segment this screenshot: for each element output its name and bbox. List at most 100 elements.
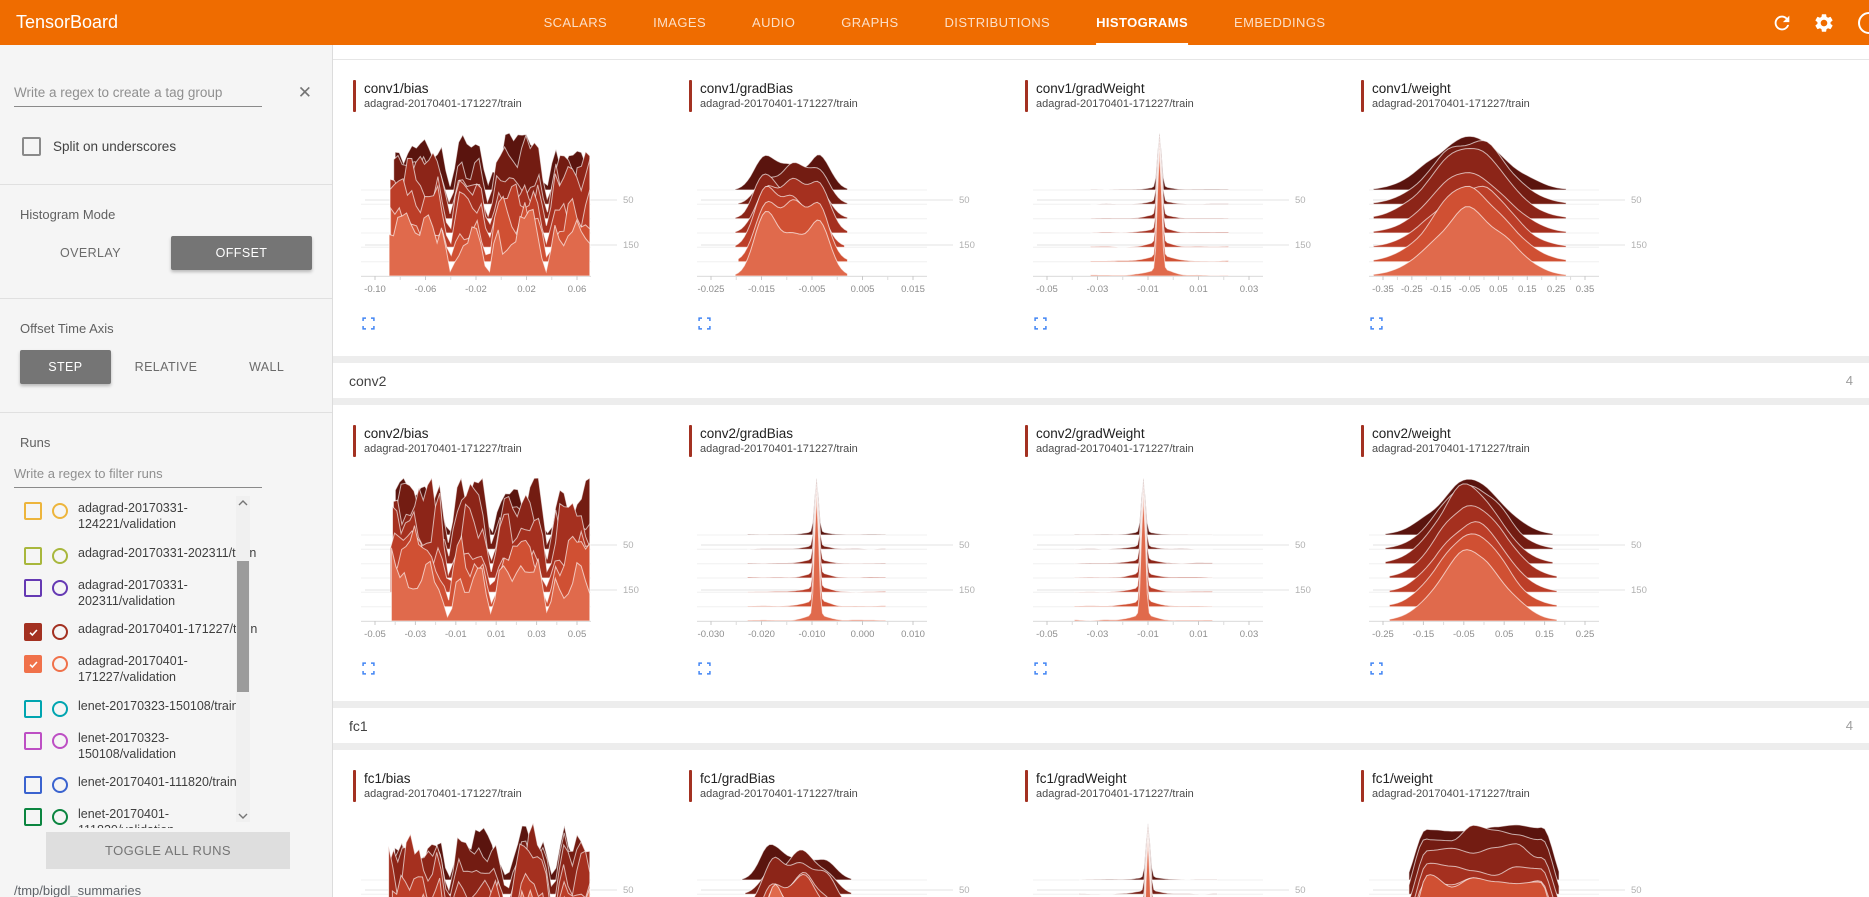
histogram-chart[interactable]: 50 150 -0.05 -0.03 -0.01 0.01 0.03 0.05 <box>361 473 653 647</box>
svg-text:0.010: 0.010 <box>901 629 925 640</box>
run-color-circle[interactable] <box>52 624 68 640</box>
group-header-fc1[interactable]: fc1 4 <box>333 708 1869 743</box>
settings-icon[interactable] <box>1813 12 1835 34</box>
histogram-chart[interactable]: 50 150 -0.025 -0.015 -0.005 0.005 0.015 <box>697 128 989 302</box>
scroll-down-icon[interactable] <box>236 809 250 822</box>
offset-time-axis-relative-button[interactable]: RELATIVE <box>121 350 212 384</box>
run-item[interactable]: adagrad-20170331-202311/validation <box>24 571 332 616</box>
run-item[interactable]: adagrad-20170401-171227/validation <box>24 647 332 692</box>
histogram-chart[interactable]: 50 150 -0.05 -0.03 -0.01 0.01 0.03 <box>1033 128 1325 302</box>
run-checkbox[interactable] <box>24 776 42 794</box>
offset-time-axis-step-button[interactable]: STEP <box>20 350 111 384</box>
run-color-marker <box>1025 425 1028 457</box>
tab-audio[interactable]: AUDIO <box>752 15 796 30</box>
tab-graphs[interactable]: GRAPHS <box>841 15 899 30</box>
svg-text:50: 50 <box>959 540 970 551</box>
toggle-all-runs-button[interactable]: TOGGLE ALL RUNS <box>46 832 290 869</box>
run-color-marker <box>1361 80 1364 112</box>
expand-icon[interactable] <box>1369 316 1385 332</box>
svg-text:0.015: 0.015 <box>901 284 925 295</box>
expand-icon[interactable] <box>361 316 377 332</box>
run-item[interactable]: lenet-20170323-150108/validation <box>24 724 332 769</box>
svg-text:0.01: 0.01 <box>1189 629 1208 640</box>
tab-embeddings[interactable]: EMBEDDINGS <box>1234 15 1326 30</box>
card-header: conv2/bias adagrad-20170401-171227/train <box>353 425 689 457</box>
histogram-mode-offset-button[interactable]: OFFSET <box>171 236 312 270</box>
histogram-chart[interactable]: 50 150 -0.25 -0.15 -0.05 0.05 0.15 0.25 <box>1369 473 1661 647</box>
svg-text:0.03: 0.03 <box>1240 284 1259 295</box>
tag-filter-input[interactable] <box>14 81 262 107</box>
run-color-marker <box>353 770 356 802</box>
histogram-mode-overlay-button[interactable]: OVERLAY <box>20 236 161 270</box>
run-filter-input[interactable] <box>14 462 262 488</box>
run-item[interactable]: adagrad-20170331-124221/validation <box>24 494 332 539</box>
card-header: fc1/gradWeight adagrad-20170401-171227/tr… <box>1025 770 1361 802</box>
run-checkbox[interactable] <box>24 655 42 673</box>
scrollbar-thumb[interactable] <box>237 561 249 692</box>
help-icon[interactable] <box>1858 12 1869 34</box>
run-color-circle[interactable] <box>52 656 68 672</box>
run-checkbox[interactable] <box>24 502 42 520</box>
card-header: conv2/gradBias adagrad-20170401-171227/tr… <box>689 425 1025 457</box>
histogram-mode-label: Histogram Mode <box>20 207 116 222</box>
run-color-circle[interactable] <box>52 809 68 825</box>
run-checkbox[interactable] <box>24 699 42 718</box>
run-checkbox[interactable] <box>24 731 42 750</box>
run-color-circle[interactable] <box>52 700 68 717</box>
clear-icon[interactable]: ✕ <box>297 83 312 102</box>
run-color-circle[interactable] <box>52 732 68 749</box>
card-header: conv2/weight adagrad-20170401-171227/trai… <box>1361 425 1697 457</box>
run-list-scrollbar[interactable] <box>236 496 250 822</box>
run-color-circle[interactable] <box>52 547 68 564</box>
run-checkbox[interactable] <box>24 546 42 565</box>
divider <box>0 184 332 185</box>
histogram-card: conv2/gradBias adagrad-20170401-171227/tr… <box>689 425 1025 677</box>
tab-scalars[interactable]: SCALARS <box>543 15 608 30</box>
run-color-circle[interactable] <box>52 503 68 519</box>
histogram-card: conv1/weight adagrad-20170401-171227/trai… <box>1361 80 1697 332</box>
run-item[interactable]: adagrad-20170401-171227/train <box>24 615 332 647</box>
offset-time-axis-wall-button[interactable]: WALL <box>221 350 312 384</box>
expand-icon[interactable] <box>1033 661 1049 677</box>
svg-text:-0.03: -0.03 <box>1087 629 1109 640</box>
expand-icon[interactable] <box>697 661 713 677</box>
tab-distributions[interactable]: DISTRIBUTIONS <box>944 15 1051 30</box>
app-title: TensorBoard <box>16 12 119 32</box>
run-color-marker <box>353 425 356 457</box>
histogram-chart[interactable]: 50 150 -0.35 -0.25 -0.15 -0.05 0.05 0.15 0.25 0.3… <box>1369 128 1661 302</box>
run-checkbox[interactable] <box>24 623 42 641</box>
histogram-chart[interactable]: 50 150 -0.05 -0.03 -0.01 0.01 0.03 <box>1033 473 1325 647</box>
svg-text:-0.03: -0.03 <box>1087 284 1109 295</box>
histogram-chart[interactable]: 50 150 -0.10 -0.06 -0.02 0.02 0.06 <box>361 128 653 302</box>
histogram-chart[interactable]: 50 150 -0.030 -0.020 -0.010 0.000 0.010 <box>697 473 989 647</box>
refresh-icon[interactable] <box>1771 12 1793 34</box>
split-underscores-checkbox[interactable]: Split on underscores <box>22 137 332 156</box>
expand-icon[interactable] <box>361 661 377 677</box>
run-item[interactable]: lenet-20170401-111820/train <box>24 768 332 800</box>
expand-icon[interactable] <box>1369 661 1385 677</box>
scroll-up-icon[interactable] <box>236 496 250 509</box>
expand-icon[interactable] <box>697 316 713 332</box>
tab-histograms[interactable]: HISTOGRAMS <box>1096 0 1189 45</box>
run-item[interactable]: lenet-20170401-111820/validation <box>24 800 332 828</box>
expand-icon[interactable] <box>1033 316 1049 332</box>
run-item[interactable]: adagrad-20170331-202311/train <box>24 539 332 571</box>
card-title: fc1/bias <box>364 771 411 786</box>
run-color-marker <box>689 80 692 112</box>
tab-images[interactable]: IMAGES <box>653 15 707 30</box>
svg-text:-0.010: -0.010 <box>799 629 826 640</box>
card-title: conv1/bias <box>364 81 429 96</box>
run-item[interactable]: lenet-20170323-150108/train <box>24 692 332 724</box>
sidebar: ✕ Split on underscores Histogram Mode OV… <box>0 45 333 897</box>
group-header-conv2[interactable]: conv2 4 <box>333 363 1869 398</box>
run-color-circle[interactable] <box>52 579 68 596</box>
run-color-circle[interactable] <box>52 777 68 793</box>
svg-text:-0.05: -0.05 <box>364 629 386 640</box>
run-checkbox[interactable] <box>24 578 42 597</box>
run-checkbox[interactable] <box>24 808 42 826</box>
run-color-marker <box>1361 770 1364 802</box>
